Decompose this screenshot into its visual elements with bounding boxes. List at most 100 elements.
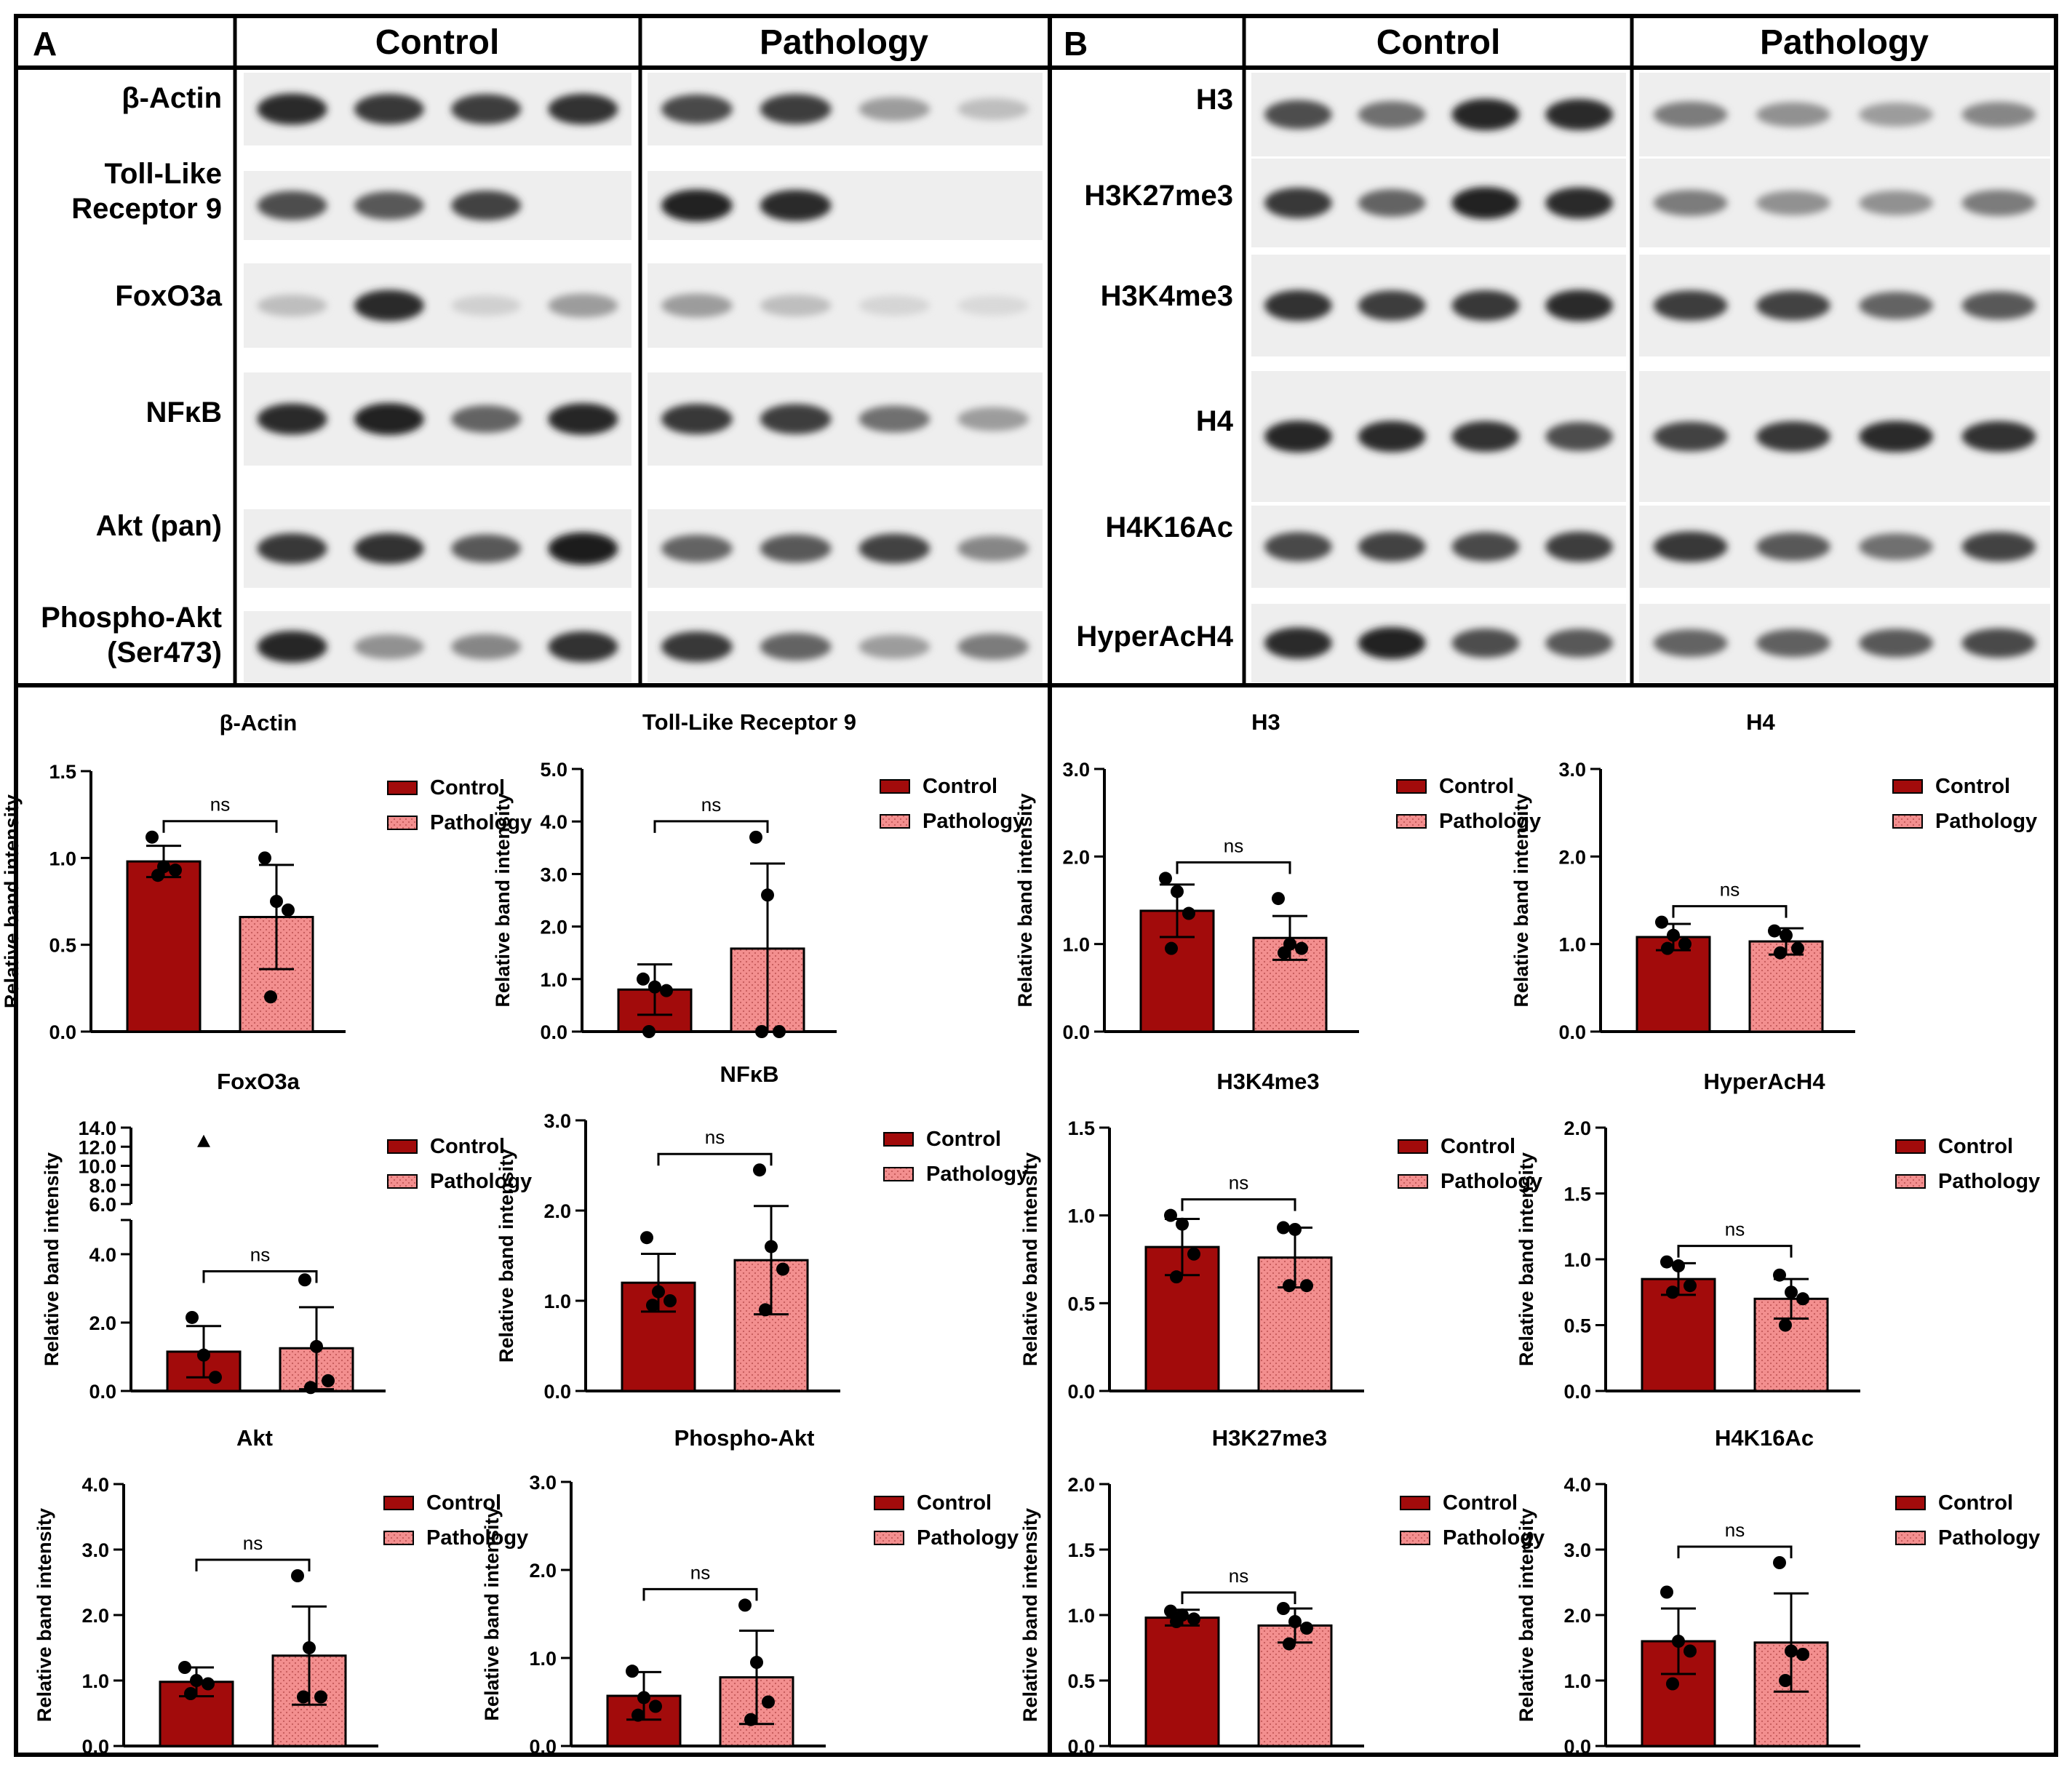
panel-b-band-control [1264, 100, 1332, 129]
panel-b-letter: B [1064, 25, 1088, 63]
legend-label-pathology: Pathology [1439, 810, 1541, 833]
y-tick-label: 2.0 [540, 917, 567, 938]
y-tick-label: 0.0 [1563, 1736, 1591, 1758]
legend-label-pathology: Pathology [426, 1526, 528, 1550]
data-point [1171, 885, 1184, 898]
panel-a-band-control [451, 534, 522, 563]
data-point [1667, 928, 1680, 942]
panel-a-control-header: Control [375, 23, 500, 62]
data-point [1187, 1247, 1200, 1261]
legend-swatch-pathology [1400, 1531, 1430, 1545]
y-tick-label: 8.0 [89, 1175, 116, 1197]
panel-a-band-control [548, 293, 618, 318]
legend-swatch-control [1895, 1496, 1926, 1510]
data-point [1288, 1222, 1302, 1236]
panel-b-blot-row: H3 [1196, 73, 2050, 156]
panel-b-band-pathology [1961, 102, 2036, 127]
chart-title: Toll-Like Receptor 9 [642, 709, 856, 735]
panel-a-band-control [354, 403, 424, 435]
chart: H3K27me3 Relative band intensity 0.0 0.5 1.0… [1019, 1425, 1545, 1758]
data-point [640, 1231, 653, 1245]
significance-bracket [642, 1587, 758, 1601]
panel-a-band-control [354, 290, 424, 322]
y-tick-label: 1.0 [529, 1648, 557, 1670]
y-tick-label: 0.5 [1563, 1315, 1591, 1337]
legend-swatch-pathology [1398, 1174, 1428, 1189]
legend-swatch-control [1892, 779, 1923, 794]
panel-b-band-pathology [1756, 290, 1830, 321]
data-point [1288, 1615, 1302, 1628]
y-tick-label: 3.0 [543, 1110, 571, 1132]
y-tick-label: 3.0 [540, 864, 567, 885]
panel-a-band-control [257, 93, 327, 125]
legend-label-control: Control [1441, 1135, 1515, 1158]
significance-bracket [202, 1270, 318, 1283]
data-point [209, 1371, 222, 1384]
panel-a-band-pathology [858, 295, 931, 316]
data-point [1164, 1604, 1177, 1618]
panel-b-blot-label: H4K16Ac [1105, 511, 1233, 543]
data-point [1655, 915, 1668, 929]
chart: HyperAcH4 Relative band intensity 0.0 0.5 1.… [1515, 1069, 2040, 1403]
legend-swatch-pathology [883, 1167, 914, 1181]
data-point [1660, 1585, 1673, 1599]
data-point [762, 1695, 775, 1709]
y-tick-label: 2.0 [1563, 1605, 1591, 1627]
panel-b-band-control [1358, 627, 1426, 659]
y-axis-label: Relative band intensity [1510, 793, 1532, 1007]
legend-label-pathology: Pathology [1441, 1170, 1542, 1193]
panel-a-band-pathology [661, 94, 733, 124]
panel-b-blot-row: H4 [1196, 371, 2050, 502]
y-tick-label: 4.0 [540, 811, 567, 833]
data-point [637, 1691, 650, 1705]
panel-a-blot-row: β-Actin [121, 73, 1043, 145]
legend-label-control: Control [923, 775, 997, 798]
panel-a-blot-label: Receptor 9 [71, 193, 222, 225]
data-point [1165, 941, 1178, 955]
data-point [750, 1656, 763, 1670]
chart-title: H3 [1251, 709, 1280, 735]
panel-b-band-pathology [1859, 629, 1933, 658]
y-tick-label: 3.0 [1558, 759, 1586, 781]
panel-a-band-control [451, 634, 522, 660]
legend-label-pathology: Pathology [430, 1170, 532, 1193]
y-tick-label: 2.0 [529, 1560, 557, 1582]
y-axis-label: Relative band intensity [1019, 1152, 1041, 1366]
y-tick-label: 1.0 [1062, 934, 1090, 956]
significance-bracket [1677, 1545, 1793, 1558]
data-point [310, 1339, 323, 1353]
legend-label-pathology: Pathology [1443, 1526, 1545, 1550]
panel-b-band-control [1545, 290, 1613, 322]
y-tick-label: 3.0 [1563, 1539, 1591, 1561]
legend-label-control: Control [1439, 775, 1514, 798]
y-axis-label: Relative band intensity [33, 1508, 55, 1722]
legend-label-control: Control [1938, 1491, 2013, 1515]
legend-swatch-control [1398, 1139, 1428, 1154]
data-point [1672, 1635, 1685, 1648]
y-tick-label: 1.5 [49, 761, 76, 783]
data-point [1791, 941, 1804, 955]
y-tick-label: 2.0 [89, 1312, 116, 1334]
data-point [648, 980, 661, 994]
data-point [202, 1677, 215, 1691]
panel-a-band-pathology [957, 535, 1029, 562]
data-point [1660, 1255, 1673, 1269]
significance-label: ns [705, 1126, 725, 1148]
panel-b-band-control [1358, 189, 1426, 217]
significance-bracket [1677, 1245, 1793, 1258]
panel-a-band-control [548, 532, 618, 565]
panel-b-blot-label: H3K4me3 [1101, 280, 1233, 312]
data-point [755, 1025, 768, 1038]
y-tick-label: 1.0 [81, 1670, 109, 1692]
chart-title: Akt [236, 1425, 273, 1451]
data-point [637, 972, 650, 986]
data-point [1164, 1208, 1177, 1222]
panel-b-band-control [1451, 420, 1520, 453]
y-tick-label: 0.0 [1558, 1021, 1586, 1043]
panel-a-band-pathology [760, 534, 832, 563]
legend-swatch-control [383, 1496, 414, 1510]
panel-a-blot-label: Phospho-Akt [41, 602, 222, 634]
y-tick-label: 0.0 [1563, 1381, 1591, 1403]
panel-b-band-control [1358, 290, 1426, 321]
chart-title: HyperAcH4 [1703, 1069, 1825, 1094]
